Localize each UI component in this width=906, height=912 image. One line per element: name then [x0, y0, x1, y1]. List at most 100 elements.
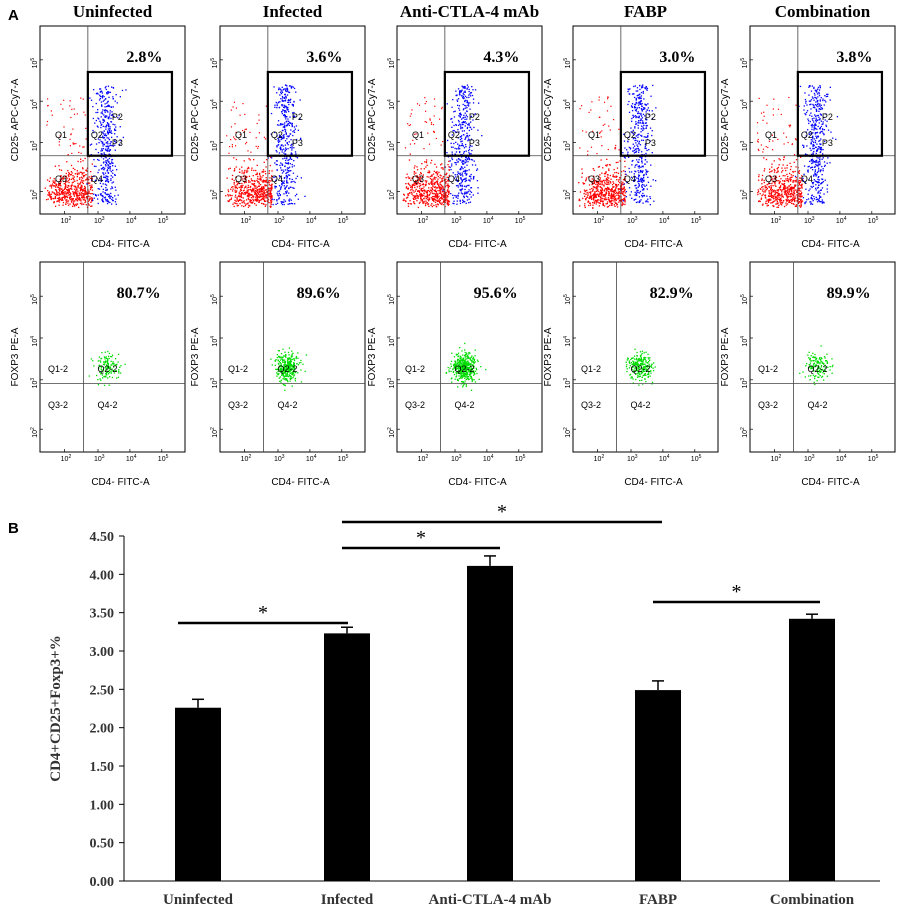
event-negative [66, 189, 68, 191]
gate-label-p3: P3 [469, 138, 480, 148]
event-foxp3 [293, 358, 295, 360]
event-positive [636, 140, 639, 142]
event-negative [65, 180, 67, 182]
event-negative [73, 113, 76, 115]
event-positive [463, 147, 466, 149]
event-positive [110, 192, 112, 195]
event-negative [611, 189, 613, 191]
event-positive [293, 126, 296, 128]
event-negative [267, 198, 270, 201]
event-foxp3 [465, 370, 468, 372]
bottom-y-tick-exp: 4 [210, 336, 216, 339]
event-foxp3 [459, 357, 461, 359]
event-negative [446, 196, 448, 198]
event-positive [280, 98, 282, 100]
event-positive [114, 140, 116, 142]
event-positive [465, 191, 468, 193]
event-positive [287, 99, 289, 102]
event-positive [461, 85, 463, 87]
event-positive [641, 165, 643, 167]
event-positive [632, 132, 634, 135]
event-negative [407, 194, 409, 196]
event-negative [407, 188, 409, 190]
event-negative [609, 164, 611, 166]
event-negative [82, 190, 84, 192]
event-negative [411, 188, 413, 190]
event-foxp3 [283, 370, 285, 372]
event-positive [634, 185, 636, 187]
event-positive [97, 117, 99, 119]
event-negative [259, 189, 261, 191]
event-foxp3 [110, 364, 112, 366]
event-positive [460, 178, 462, 180]
event-foxp3 [461, 369, 464, 372]
event-negative [82, 182, 84, 185]
event-negative [447, 180, 449, 182]
event-negative [60, 180, 62, 183]
event-negative [430, 204, 432, 206]
event-negative [63, 194, 65, 196]
event-positive [638, 122, 640, 124]
event-positive [471, 149, 473, 152]
event-positive [651, 152, 653, 154]
event-positive [464, 100, 466, 103]
event-positive [104, 177, 106, 179]
event-foxp3 [288, 374, 290, 376]
event-negative [80, 199, 82, 201]
event-positive [464, 90, 466, 92]
bottom-y-tick-label: 103 [210, 378, 219, 389]
event-foxp3 [472, 372, 474, 374]
event-negative [83, 111, 85, 113]
event-negative [270, 198, 272, 201]
event-foxp3 [466, 372, 468, 374]
event-positive [470, 187, 473, 189]
event-negative [598, 116, 600, 118]
event-negative [600, 189, 602, 192]
event-negative [72, 128, 74, 130]
bottom-x-tick-exp: 5 [346, 454, 349, 460]
event-negative [69, 105, 71, 107]
event-negative [228, 152, 230, 154]
event-foxp3 [457, 370, 460, 372]
event-positive [284, 131, 287, 133]
event-foxp3 [469, 363, 472, 365]
event-negative [257, 181, 259, 183]
event-negative [264, 189, 267, 191]
event-negative [415, 175, 417, 178]
event-negative [229, 167, 231, 169]
top-plot-frame [396, 25, 543, 215]
event-positive [455, 185, 458, 187]
event-positive [279, 146, 282, 148]
event-positive [629, 93, 631, 95]
event-positive [93, 131, 95, 134]
event-negative [433, 186, 435, 188]
event-negative [431, 189, 433, 192]
event-negative [408, 183, 410, 186]
event-negative [58, 188, 60, 190]
event-negative [589, 196, 592, 198]
top-x-tick-exp: 3 [102, 216, 105, 222]
event-positive [104, 196, 107, 198]
event-positive [283, 201, 285, 203]
event-negative [604, 175, 606, 177]
event-positive [655, 107, 657, 109]
event-negative [242, 184, 244, 187]
event-negative [595, 187, 597, 189]
top-y-tick-exp: 2 [30, 189, 36, 192]
event-negative [425, 195, 427, 197]
event-positive [280, 148, 282, 151]
event-positive [101, 123, 103, 126]
top-y-tick-exp: 3 [387, 140, 393, 143]
event-negative [411, 193, 413, 195]
event-positive [93, 197, 95, 199]
event-positive [457, 143, 459, 145]
event-foxp3 [293, 372, 295, 374]
event-negative [246, 176, 248, 178]
event-negative [413, 196, 416, 198]
event-foxp3 [465, 378, 467, 381]
event-negative [440, 181, 442, 183]
event-positive [95, 111, 97, 114]
event-positive [463, 114, 465, 116]
event-positive [638, 165, 640, 167]
event-negative [250, 201, 252, 203]
